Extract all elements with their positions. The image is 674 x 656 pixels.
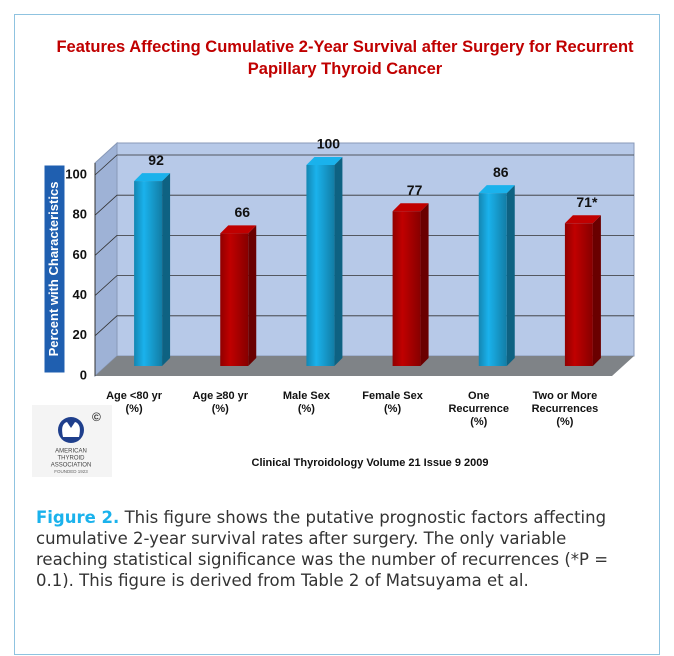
grid-line bbox=[94, 154, 634, 176]
bar-top bbox=[134, 173, 171, 182]
side-wall bbox=[94, 141, 118, 378]
logo-founded: FOUNDED 1923 bbox=[54, 469, 88, 474]
back-wall bbox=[116, 142, 635, 357]
bar-side bbox=[420, 203, 429, 366]
x-tick-label: Age ≥80 yr (%) bbox=[192, 390, 248, 415]
y-tick-label: 0 bbox=[80, 367, 87, 382]
chart-title: Features Affecting Cumulative 2-Year Sur… bbox=[56, 38, 634, 78]
bar bbox=[392, 211, 421, 366]
logo-text: THYROID bbox=[58, 456, 86, 462]
bar-top bbox=[564, 215, 601, 224]
floor bbox=[95, 356, 634, 376]
caption: Figure 2. This figure shows the putative… bbox=[36, 507, 642, 591]
bar-top bbox=[478, 185, 515, 194]
bar bbox=[220, 233, 249, 366]
y-tick-label: 80 bbox=[73, 207, 87, 222]
x-tick-label: Female Sex (%) bbox=[362, 390, 423, 415]
grid-line bbox=[94, 194, 634, 216]
y-label-box bbox=[43, 164, 66, 374]
x-tick-label: One Recurrence (%) bbox=[448, 390, 509, 428]
value-label: 86 bbox=[493, 164, 509, 180]
y-tick-label: 60 bbox=[73, 247, 87, 262]
caption-text: This figure shows the putative prognosti… bbox=[36, 508, 609, 590]
bar-side bbox=[592, 215, 601, 366]
y-tick-label: 20 bbox=[73, 327, 87, 342]
bar-side bbox=[162, 173, 171, 366]
x-tick-label: Male Sex (%) bbox=[283, 390, 331, 415]
logo-icon bbox=[62, 422, 80, 437]
value-label: 100 bbox=[317, 136, 341, 152]
bar bbox=[306, 165, 335, 366]
bar bbox=[134, 181, 163, 366]
bar-top bbox=[392, 203, 429, 212]
grid-line bbox=[94, 315, 634, 337]
source: Clinical Thyroidology Volume 21 Issue 9 … bbox=[252, 457, 489, 469]
bar-side bbox=[506, 185, 515, 366]
value-label: 92 bbox=[148, 152, 164, 168]
logo-copyright: © bbox=[92, 410, 101, 424]
value-label: 71* bbox=[576, 194, 598, 210]
grid-line bbox=[94, 234, 634, 256]
bar-top bbox=[220, 225, 257, 234]
bar-side bbox=[334, 157, 343, 366]
value-label: 66 bbox=[234, 204, 250, 220]
logo: © AMERICAN THYROID ASSOCIATION FOUNDED 1… bbox=[32, 405, 112, 477]
x-tick-label: Age <80 yr (%) bbox=[106, 390, 163, 415]
logo-text: AMERICAN bbox=[55, 449, 87, 455]
logo-text: ASSOCIATION bbox=[51, 463, 92, 469]
bar-top bbox=[306, 157, 343, 165]
value-label: 77 bbox=[407, 182, 423, 198]
bar bbox=[478, 193, 507, 366]
bar bbox=[564, 223, 593, 366]
y-tick-label: 40 bbox=[73, 287, 87, 302]
grid-line bbox=[94, 275, 634, 296]
y-tick-label: 100 bbox=[65, 166, 87, 181]
bar-side bbox=[248, 225, 257, 366]
x-tick-label: Two or More Recurrences (%) bbox=[532, 390, 599, 428]
caption-label: Figure 2. bbox=[36, 508, 120, 527]
y-axis-label: Percent with Characteristics bbox=[46, 182, 61, 357]
